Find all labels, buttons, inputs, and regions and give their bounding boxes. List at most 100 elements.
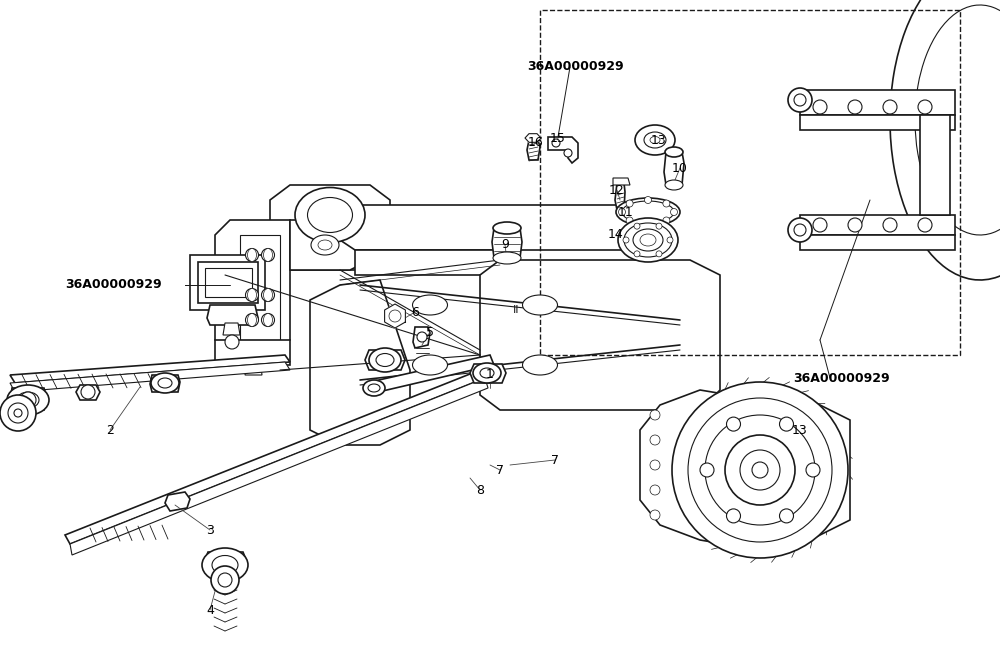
Text: 9: 9 (501, 239, 509, 251)
Text: 10: 10 (672, 161, 688, 174)
Ellipse shape (264, 289, 272, 302)
Ellipse shape (665, 180, 683, 190)
Text: 2: 2 (106, 424, 114, 436)
Ellipse shape (363, 380, 385, 396)
Polygon shape (205, 268, 252, 297)
Circle shape (626, 200, 633, 207)
Circle shape (623, 237, 629, 243)
Circle shape (663, 200, 670, 207)
Text: 13: 13 (651, 134, 667, 146)
Circle shape (883, 218, 897, 232)
Ellipse shape (493, 222, 521, 234)
Ellipse shape (624, 223, 672, 257)
Circle shape (20, 392, 36, 408)
Circle shape (883, 100, 897, 114)
Polygon shape (355, 250, 500, 275)
Polygon shape (198, 262, 258, 303)
Polygon shape (800, 215, 955, 235)
Polygon shape (340, 205, 665, 250)
Ellipse shape (773, 420, 807, 444)
Text: 7: 7 (551, 453, 559, 466)
Circle shape (788, 218, 812, 242)
Circle shape (813, 100, 827, 114)
Text: 36A00000929: 36A00000929 (793, 371, 890, 384)
Circle shape (788, 88, 812, 112)
Circle shape (672, 382, 848, 558)
Circle shape (626, 217, 633, 224)
Ellipse shape (311, 235, 339, 255)
Circle shape (650, 485, 660, 495)
Ellipse shape (369, 348, 401, 372)
Text: 5: 5 (426, 325, 434, 338)
Text: 7: 7 (496, 464, 504, 476)
Ellipse shape (202, 548, 248, 582)
Circle shape (794, 94, 806, 106)
Polygon shape (640, 390, 850, 545)
Polygon shape (613, 178, 630, 185)
Circle shape (725, 435, 795, 505)
Ellipse shape (644, 132, 666, 148)
Text: 36A00000929: 36A00000929 (65, 279, 162, 291)
Ellipse shape (618, 218, 678, 262)
Ellipse shape (480, 368, 494, 378)
Circle shape (634, 223, 640, 229)
Polygon shape (150, 375, 180, 392)
Ellipse shape (248, 289, 256, 302)
Ellipse shape (318, 240, 332, 250)
Circle shape (218, 573, 232, 587)
Polygon shape (240, 235, 280, 340)
Polygon shape (310, 280, 410, 445)
Circle shape (262, 314, 274, 327)
Circle shape (650, 460, 660, 470)
Circle shape (644, 220, 652, 228)
Circle shape (688, 398, 832, 542)
Circle shape (262, 289, 274, 302)
Circle shape (656, 251, 662, 257)
Circle shape (650, 510, 660, 520)
Polygon shape (920, 115, 950, 215)
Polygon shape (204, 552, 247, 574)
Polygon shape (215, 340, 290, 365)
Ellipse shape (7, 385, 49, 415)
Polygon shape (800, 235, 955, 250)
Ellipse shape (622, 201, 674, 223)
Ellipse shape (522, 295, 558, 315)
Circle shape (705, 415, 815, 525)
Text: 8: 8 (476, 483, 484, 497)
Circle shape (262, 249, 274, 262)
Polygon shape (245, 360, 262, 375)
Polygon shape (664, 152, 684, 185)
Ellipse shape (413, 355, 448, 375)
Ellipse shape (650, 136, 660, 144)
Polygon shape (10, 362, 290, 392)
Circle shape (618, 209, 626, 216)
Polygon shape (70, 378, 488, 555)
Polygon shape (223, 323, 240, 335)
Polygon shape (290, 220, 360, 270)
Polygon shape (190, 255, 265, 310)
Circle shape (726, 417, 740, 431)
Polygon shape (525, 134, 541, 142)
Polygon shape (65, 370, 485, 544)
Circle shape (848, 100, 862, 114)
Circle shape (740, 450, 780, 490)
Circle shape (752, 462, 768, 478)
Ellipse shape (633, 229, 663, 251)
Circle shape (918, 100, 932, 114)
Ellipse shape (493, 252, 521, 264)
Circle shape (417, 332, 427, 342)
Ellipse shape (635, 125, 675, 155)
Ellipse shape (212, 556, 238, 575)
Circle shape (225, 335, 239, 349)
Polygon shape (413, 327, 430, 348)
Circle shape (0, 395, 36, 431)
Text: 3: 3 (206, 523, 214, 537)
Text: 1: 1 (486, 369, 494, 382)
Circle shape (700, 463, 714, 477)
Polygon shape (365, 350, 405, 370)
Text: 16: 16 (528, 136, 544, 150)
Ellipse shape (17, 392, 39, 408)
Text: 11: 11 (618, 205, 634, 218)
Text: 12: 12 (609, 184, 625, 197)
Polygon shape (480, 260, 720, 410)
